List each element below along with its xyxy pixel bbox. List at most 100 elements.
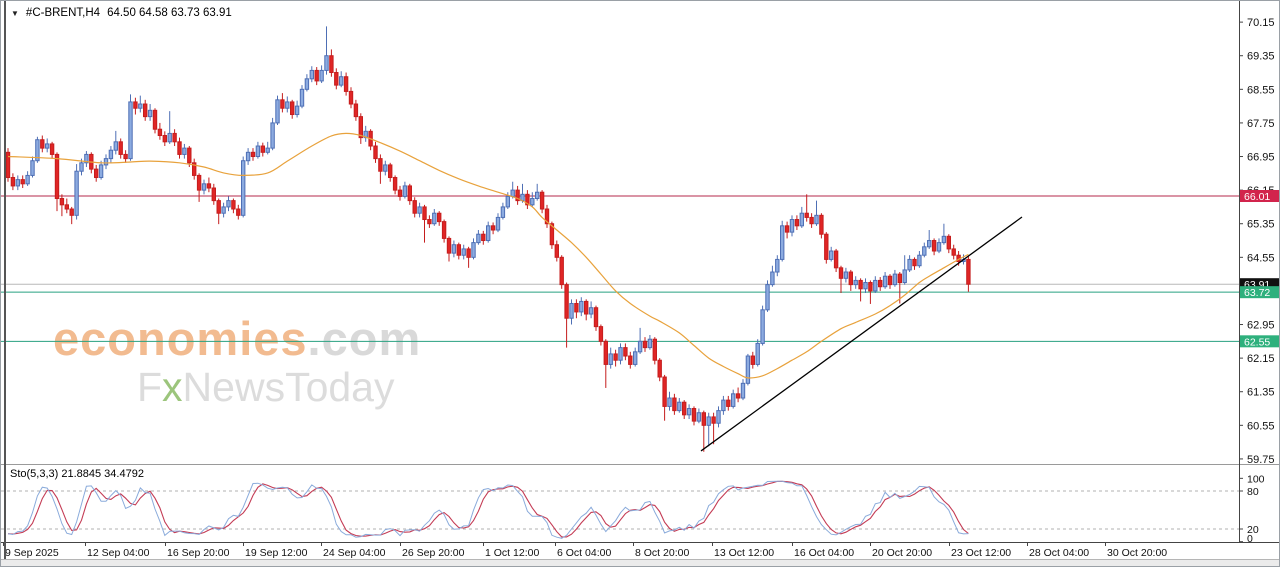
candle xyxy=(69,208,74,216)
candle xyxy=(887,275,893,286)
candle xyxy=(133,101,138,109)
candle xyxy=(794,219,800,227)
price-axis-label: 64.55 xyxy=(1247,252,1275,264)
candle xyxy=(701,412,706,426)
stochastic-k-line xyxy=(7,480,969,539)
candle xyxy=(461,248,466,256)
time-axis-label: 6 Oct 04:00 xyxy=(557,547,611,559)
candle xyxy=(878,279,883,288)
resistance-line-badge-label: 66.01 xyxy=(1244,191,1270,203)
candle xyxy=(20,179,25,185)
candle xyxy=(324,55,329,71)
candle xyxy=(731,393,736,407)
candle xyxy=(373,145,378,160)
candle xyxy=(167,132,172,143)
stochastic-label: Sto(5,3,3) 21.8845 34.4792 xyxy=(10,468,144,480)
candle xyxy=(486,225,491,242)
ohlc-values: 64.50 64.58 63.73 63.91 xyxy=(107,7,232,19)
candle xyxy=(35,139,40,162)
support-line-1-badge-label: 63.72 xyxy=(1244,287,1270,299)
candle xyxy=(49,143,55,155)
candle xyxy=(162,135,168,143)
candle xyxy=(721,399,726,412)
candle xyxy=(539,191,545,210)
candle xyxy=(10,177,16,187)
candle xyxy=(804,212,809,218)
candle xyxy=(603,340,608,365)
candle xyxy=(696,412,702,422)
symbol-dropdown-icon[interactable]: ▼ xyxy=(11,8,19,18)
price-axis-label: 70.15 xyxy=(1247,17,1275,29)
candle xyxy=(392,177,398,191)
candle xyxy=(618,347,623,361)
candle xyxy=(667,397,672,407)
candle xyxy=(765,284,770,311)
candle xyxy=(750,355,755,365)
candle xyxy=(716,410,721,424)
candle xyxy=(637,340,643,353)
candle xyxy=(495,216,501,231)
price-axis-label: 60.55 xyxy=(1247,420,1275,432)
candle xyxy=(182,147,187,155)
candle xyxy=(760,309,765,344)
candle xyxy=(951,248,956,256)
candle xyxy=(789,219,795,233)
candle xyxy=(775,258,780,273)
candle xyxy=(535,191,540,200)
time-axis-label: 1 Oct 12:00 xyxy=(485,547,539,559)
candle xyxy=(94,168,99,179)
candle xyxy=(299,88,305,107)
candle xyxy=(177,141,182,155)
candle xyxy=(128,101,133,160)
candle xyxy=(250,151,256,158)
price-axis-label: 66.95 xyxy=(1247,152,1275,164)
watermark-economies: economies.com xyxy=(53,315,421,362)
candle xyxy=(853,279,858,286)
candle xyxy=(490,225,496,231)
candle xyxy=(98,164,104,179)
candle xyxy=(432,212,437,225)
resistance-line-badge xyxy=(1240,190,1279,202)
candle xyxy=(255,145,261,158)
candle xyxy=(309,69,315,80)
candle xyxy=(456,244,462,256)
candle xyxy=(897,273,902,284)
candle xyxy=(848,271,853,286)
candle xyxy=(481,233,486,242)
time-axis-label: 12 Sep 04:00 xyxy=(87,547,150,559)
window-left-border xyxy=(4,1,6,560)
price-axis-label: 62.95 xyxy=(1247,320,1275,332)
candle xyxy=(226,200,231,208)
candle xyxy=(843,271,849,279)
candle xyxy=(5,151,11,179)
candle xyxy=(187,147,192,164)
candle xyxy=(15,179,21,187)
time-axis-label: 19 Sep 12:00 xyxy=(245,547,308,559)
candle xyxy=(593,307,599,328)
candle xyxy=(799,212,804,227)
price-axis-label: 69.35 xyxy=(1247,51,1275,63)
candle xyxy=(868,282,873,292)
candle xyxy=(407,185,413,202)
watermark-fxnewstoday: FxNewsToday xyxy=(137,367,394,408)
candle xyxy=(672,397,677,412)
candle xyxy=(574,303,579,313)
candle xyxy=(505,195,511,208)
watermark-rest: NewsToday xyxy=(182,364,395,410)
time-axis-label: 24 Sep 04:00 xyxy=(323,547,386,559)
price-axis-label: 61.35 xyxy=(1247,387,1275,399)
candle xyxy=(471,242,476,258)
candle xyxy=(824,233,829,260)
candle xyxy=(858,279,863,290)
candle xyxy=(706,416,711,426)
time-axis-label: 8 Oct 20:00 xyxy=(635,547,689,559)
candles-layer[interactable] xyxy=(5,26,971,452)
sto-axis-label: 100 xyxy=(1247,473,1265,485)
candle xyxy=(652,338,657,361)
candle xyxy=(412,200,417,214)
candle xyxy=(829,250,834,260)
candle xyxy=(608,353,613,365)
candle xyxy=(304,78,310,90)
candle xyxy=(628,355,633,365)
